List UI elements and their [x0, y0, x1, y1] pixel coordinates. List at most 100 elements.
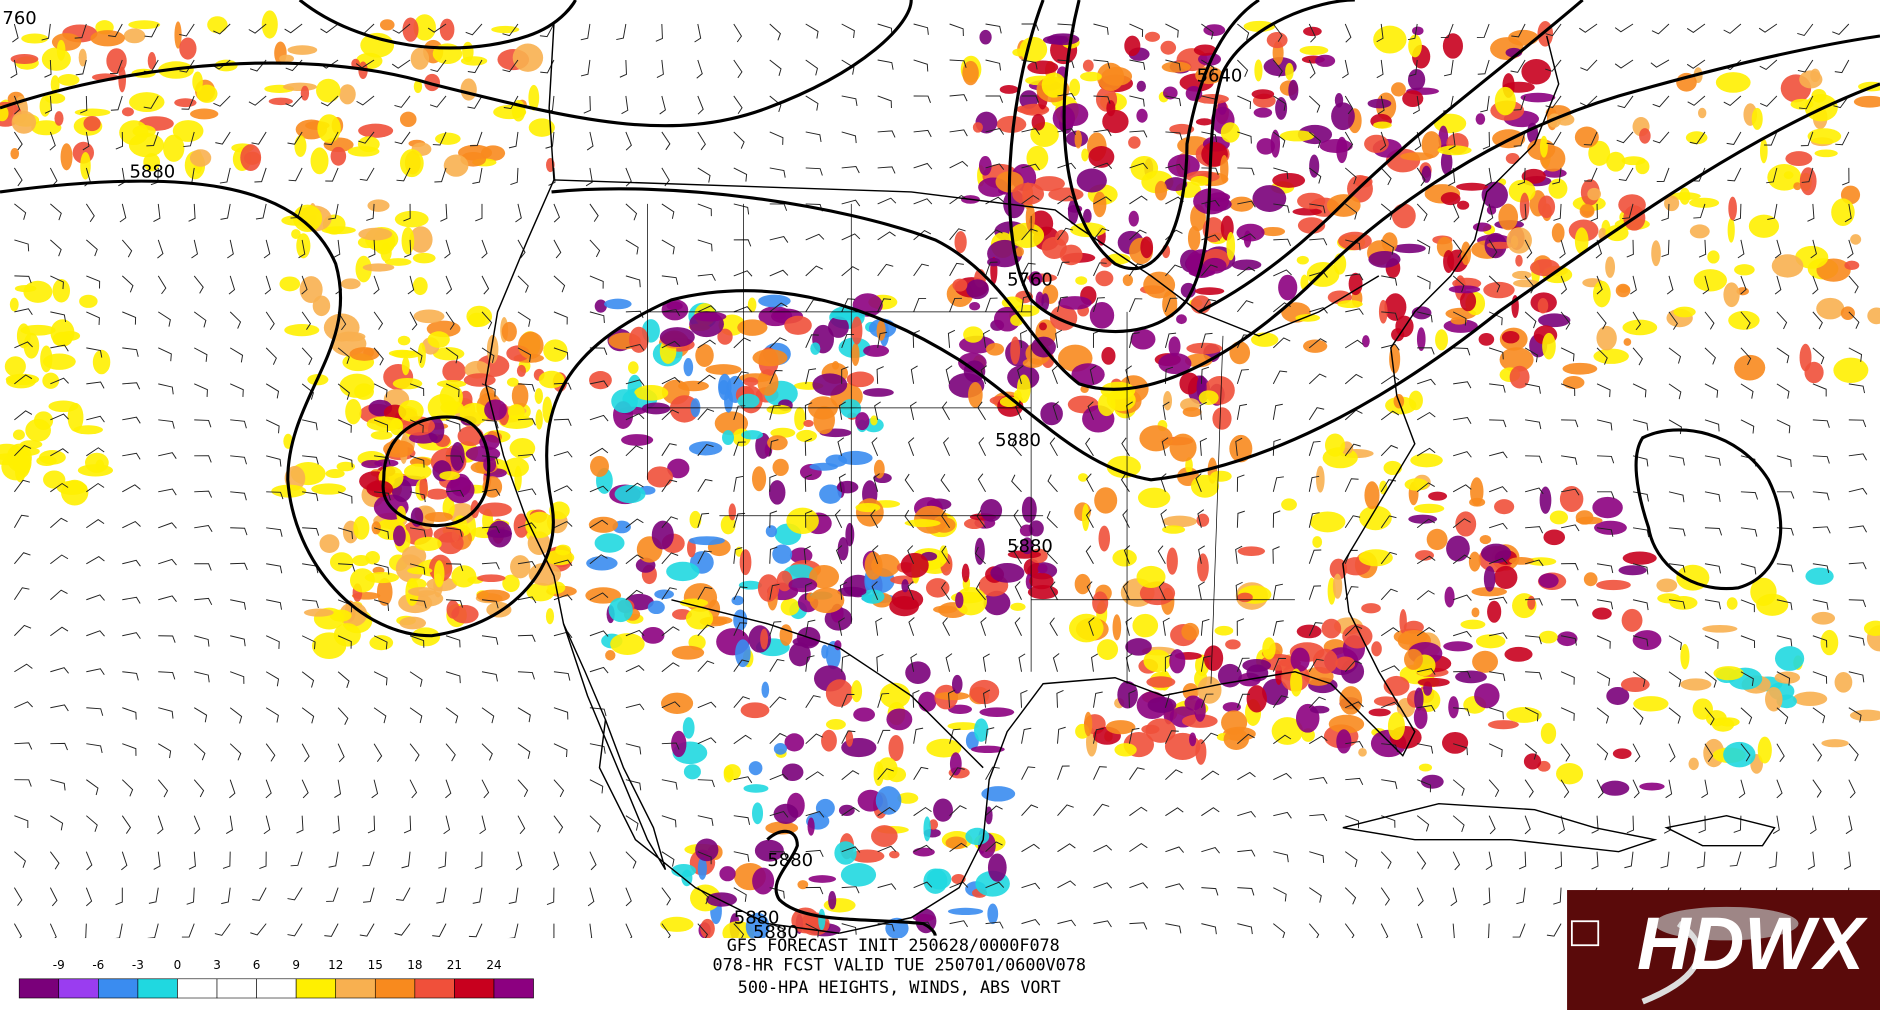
vorticity-cell [1635, 159, 1650, 175]
wind-barb [1308, 59, 1316, 79]
vorticity-cell [1615, 283, 1631, 298]
wind-barb [805, 771, 824, 781]
wind-barb [157, 239, 164, 259]
vorticity-cell [1031, 113, 1046, 131]
wind-barb [1668, 599, 1686, 609]
wind-barb [403, 239, 412, 258]
vorticity-cell [1606, 686, 1630, 705]
vorticity-cell [1105, 720, 1136, 735]
wind-barb [122, 632, 141, 639]
wind-barb [583, 95, 591, 114]
vorticity-cell [1198, 52, 1222, 66]
wind-barb [41, 23, 51, 41]
vorticity-cell [1622, 319, 1658, 336]
vorticity-cell [1587, 187, 1601, 201]
vorticity-cell [1606, 151, 1626, 172]
vorticity-cell [965, 827, 990, 846]
vorticity-cell [1166, 547, 1178, 575]
vorticity-cell [364, 572, 400, 584]
contour [1007, 0, 1355, 333]
vorticity-cell [1499, 347, 1534, 372]
wind-barb [158, 522, 177, 529]
vorticity-cell [666, 561, 700, 582]
vorticity-cell [339, 331, 366, 342]
vorticity-cell [1042, 35, 1069, 45]
wind-barb [287, 923, 303, 937]
vorticity-cell [1673, 306, 1696, 318]
wind-barb [837, 437, 845, 456]
wind-barb [1452, 239, 1463, 258]
wind-barb [1524, 559, 1544, 567]
wind-barb [265, 743, 276, 762]
vorticity-cell [1074, 573, 1091, 595]
wind-barb [1812, 419, 1830, 428]
wind-barb [508, 887, 519, 904]
wind-barb [266, 455, 282, 467]
wind-barb [1093, 920, 1112, 928]
wind-barb [1237, 59, 1249, 77]
wind-barb [1704, 419, 1720, 432]
colorbar-swatch [216, 978, 257, 999]
wind-barb [1591, 815, 1599, 834]
vorticity-cell [543, 339, 568, 362]
wind-barb [194, 347, 208, 362]
vorticity-cell [1154, 180, 1168, 201]
wind-barb [1632, 563, 1649, 575]
wind-barb [14, 851, 26, 868]
wind-barb [1812, 526, 1831, 534]
wind-barb [913, 162, 933, 170]
vorticity-cell [1605, 225, 1629, 242]
vorticity-cell [147, 52, 157, 70]
vorticity-cell [190, 108, 219, 120]
vorticity-cell [1715, 72, 1751, 93]
wind-barb [158, 488, 177, 496]
vorticity-cell [1225, 639, 1241, 650]
wind-barb [255, 203, 267, 220]
wind-barb [1488, 347, 1504, 360]
vorticity-cell [1058, 296, 1092, 310]
vorticity-cell [754, 839, 784, 862]
vorticity-cell [1680, 643, 1690, 670]
wind-barb [589, 203, 599, 222]
vorticity-cell [476, 589, 511, 603]
wind-barb [841, 770, 860, 781]
wind-barb [337, 455, 353, 468]
vorticity-cell [743, 377, 759, 387]
wind-barb [1085, 509, 1094, 529]
wind-barb [1237, 23, 1250, 40]
wind-barb [1486, 203, 1494, 223]
wind-barb [409, 455, 425, 468]
vorticity-cell [413, 14, 436, 41]
wind-barb [1085, 545, 1094, 565]
wind-barb [50, 344, 69, 352]
wind-barb [1590, 203, 1598, 222]
vorticity-cell [905, 661, 931, 684]
wind-barb [1201, 847, 1220, 854]
vorticity-cell [1078, 473, 1089, 482]
vorticity-cell [821, 729, 837, 752]
vorticity-cell [812, 373, 848, 396]
vorticity-cell [1509, 365, 1530, 389]
wind-barb [14, 444, 32, 457]
wind-barb [50, 275, 64, 290]
wind-barb [1236, 510, 1245, 528]
vorticity-cell [717, 328, 733, 345]
wind-barb [661, 552, 679, 565]
wind-barb [50, 742, 68, 751]
wind-barb [1235, 437, 1243, 456]
vorticity-cell [1418, 763, 1433, 772]
wind-barb [373, 311, 384, 330]
logo-funnel [1641, 921, 1702, 1005]
vorticity-cell [1428, 491, 1448, 501]
wind-barb [14, 308, 33, 316]
wind-barb [1237, 923, 1253, 935]
wind-barb [1776, 671, 1791, 686]
wind-barb [1525, 671, 1543, 680]
wind-barb [394, 131, 411, 145]
wind-barb [121, 815, 132, 834]
wind-barb [733, 887, 747, 902]
wind-barb [1848, 419, 1867, 428]
vorticity-cell [1592, 496, 1623, 519]
wind-barb [985, 128, 1005, 135]
wind-barb [1309, 307, 1328, 314]
